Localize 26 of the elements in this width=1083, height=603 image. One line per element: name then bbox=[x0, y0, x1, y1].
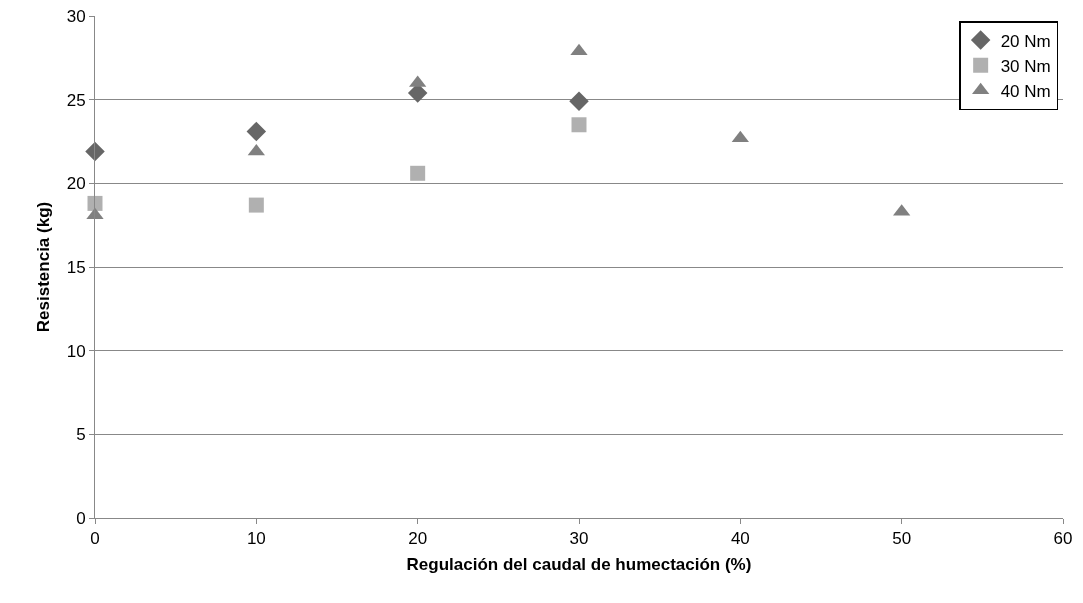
x-axis-title: Regulación del caudal de humectación (%) bbox=[406, 554, 752, 574]
legend-label: 40 Nm bbox=[1000, 81, 1051, 101]
x-tick-label: 30 bbox=[569, 529, 589, 549]
y-axis-title: Resistencia (kg) bbox=[34, 201, 54, 333]
point bbox=[569, 91, 589, 112]
y-tick-label: 20 bbox=[66, 174, 86, 194]
point bbox=[85, 141, 105, 162]
point bbox=[571, 117, 587, 133]
legend-label: 20 Nm bbox=[1000, 31, 1051, 51]
x-tick-label: 0 bbox=[90, 529, 100, 549]
point bbox=[248, 197, 264, 213]
y-tick-label: 0 bbox=[76, 508, 86, 528]
y-tick-label: 5 bbox=[76, 425, 86, 445]
y-tick-label: 30 bbox=[66, 6, 86, 26]
legend-label: 30 Nm bbox=[1000, 56, 1051, 76]
point bbox=[87, 195, 103, 211]
x-tick-label: 40 bbox=[730, 529, 750, 549]
y-tick-label: 15 bbox=[66, 257, 86, 277]
y-tick-label: 25 bbox=[66, 90, 86, 110]
x-tick-label: 20 bbox=[408, 529, 428, 549]
point bbox=[410, 165, 426, 181]
x-tick-label: 10 bbox=[246, 529, 266, 549]
point bbox=[246, 121, 267, 142]
x-tick-label: 50 bbox=[892, 529, 912, 549]
y-tick-label: 10 bbox=[66, 341, 86, 361]
x-tick-label: 60 bbox=[1053, 529, 1073, 549]
